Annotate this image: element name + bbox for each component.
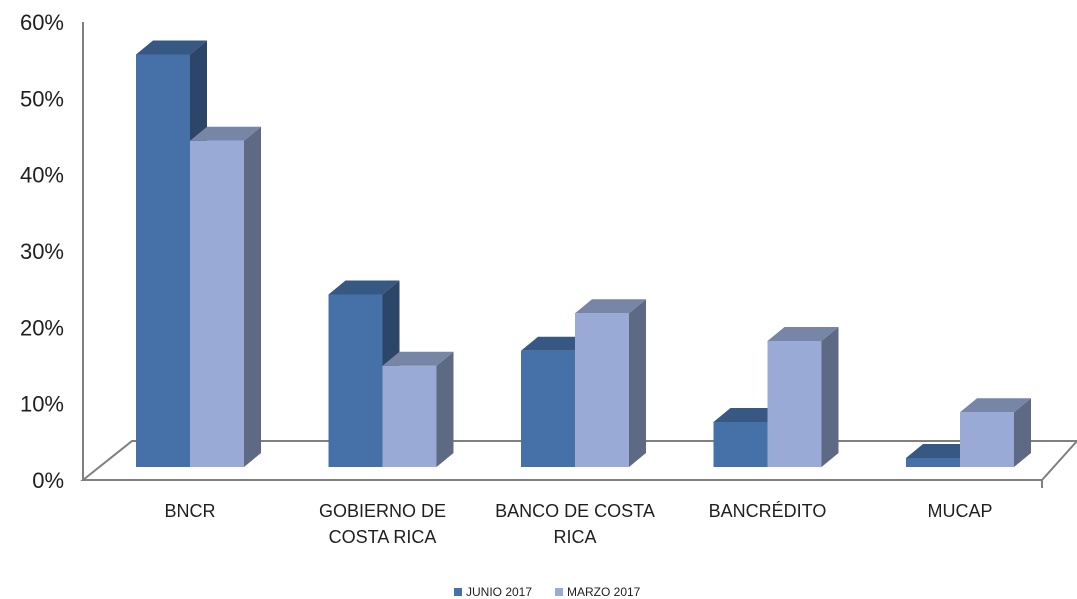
bar-side [1014,398,1031,467]
bar [382,351,454,467]
y-tick-label: 50% [20,86,64,111]
bar-front [382,365,437,467]
bar-top [190,126,261,141]
bar-side [629,299,646,467]
bar [767,327,839,467]
bar-front [713,422,768,467]
y-tick-label: 20% [20,315,64,340]
legend-swatch [555,588,563,596]
bar-top [521,336,592,351]
bar-side [821,327,839,467]
y-tick-label: 0% [32,468,64,493]
legend-label: MARZO 2017 [567,585,641,599]
y-tick-label: 60% [20,10,64,35]
y-tick-labels: 0% 10% 20% 30% 40% 50% 60% [20,10,64,493]
bar-top [382,351,454,366]
bar [190,126,261,467]
x-tick-label: BANCRÉDITO [709,501,827,521]
legend-swatch [454,588,462,596]
x-tick-label: MUCAP [927,501,992,521]
legend-item: MARZO 2017 [555,585,641,599]
bar-front [575,313,629,467]
x-tick-label: GOBIERNO DE COSTA RICA [319,501,446,547]
bar-front [521,350,575,467]
y-tick-label: 10% [20,392,64,417]
bar-top [575,299,646,314]
bar-side [436,351,454,467]
legend: JUNIO 2017 MARZO 2017 [454,585,641,599]
axes [80,22,1077,488]
category-labels: BNCR GOBIERNO DE COSTA RICA BANCO DE COSTA R… [164,501,992,547]
x-tick-label: BANCO DE COSTA RICA [495,501,655,547]
bar-front [906,458,960,467]
bar-front [960,412,1014,467]
bar [575,299,646,467]
bar-side [244,126,261,467]
bars [136,40,1031,467]
y-tick-label: 30% [20,239,64,264]
bar-front [136,54,190,467]
legend-item: JUNIO 2017 [454,585,532,599]
bar [960,398,1031,467]
floor-plane [80,440,1077,481]
bar-top [713,408,785,422]
legend-label: JUNIO 2017 [466,585,532,599]
x-tick-label: BNCR [164,501,215,521]
bar-top [328,280,400,295]
bar-front [767,341,822,467]
bar-top [960,398,1031,413]
bar-top [906,444,977,458]
bar-top [767,327,839,341]
bar-front [190,140,244,467]
bar-top [136,40,207,55]
y-tick-label: 40% [20,163,64,188]
bar-front [328,294,383,467]
